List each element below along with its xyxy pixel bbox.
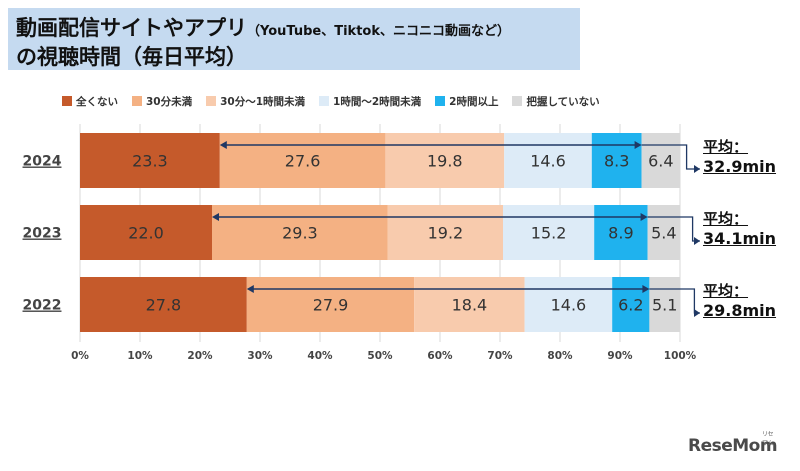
data-label: 15.2 — [531, 224, 567, 243]
legend-label: 30分～1時間未満 — [220, 95, 306, 108]
legend-item: 30分未満 — [132, 94, 192, 109]
average-connector-head — [694, 237, 700, 245]
bar-segment — [649, 277, 680, 332]
x-tick-label: 10% — [127, 350, 153, 362]
average-connector-head — [694, 165, 700, 173]
data-label: 14.6 — [551, 296, 587, 315]
legend-item: 1時間～2時間未満 — [319, 94, 421, 109]
bar-segment — [503, 205, 595, 260]
x-tick-label: 60% — [427, 350, 453, 362]
chart-title-line1: 動画配信サイトやアプリ（YouTube、Tiktok、ニコニコ動画など） — [16, 12, 510, 42]
x-tick-label: 0% — [71, 350, 89, 362]
average-connector — [641, 144, 700, 170]
bar-segment — [641, 133, 680, 188]
x-tick-label: 80% — [547, 350, 573, 362]
x-tick-label: 30% — [247, 350, 273, 362]
bar-segment — [385, 133, 505, 188]
legend-swatch — [62, 96, 72, 106]
legend-label: 把握していない — [526, 95, 600, 108]
range-arrow-head — [212, 213, 219, 221]
bar-segment — [591, 133, 642, 188]
x-tick-label: 50% — [367, 350, 393, 362]
legend-swatch — [512, 96, 523, 106]
legend-item: 把握していない — [512, 94, 600, 109]
range-arrow-head — [640, 213, 648, 221]
bar-segment — [647, 205, 680, 260]
data-label: 8.3 — [604, 152, 629, 171]
bar-segment — [80, 277, 247, 332]
data-label: 8.9 — [608, 224, 633, 243]
data-label: 22.0 — [128, 224, 164, 243]
bar-segment — [387, 205, 503, 260]
legend-swatch — [132, 96, 142, 106]
bar-segment — [80, 133, 220, 188]
range-arrow-head — [642, 285, 650, 293]
x-tick-label: 40% — [307, 350, 333, 362]
x-tick-label: 90% — [607, 350, 633, 362]
average-label: 平均： 29.8min — [703, 281, 776, 321]
chart-legend: 全くない 30分未満 30分～1時間未満 1時間～2時間未満 2時間以上 把握していない — [62, 93, 600, 109]
legend-swatch — [319, 96, 330, 106]
data-label: 14.6 — [530, 152, 566, 171]
range-arrow-head — [246, 285, 254, 293]
data-label: 6.4 — [648, 152, 673, 171]
average-label-text: 平均： — [703, 210, 749, 228]
average-label: 平均： 34.1min — [703, 209, 776, 249]
x-tick-label: 100% — [664, 350, 697, 362]
range-arrow-head — [219, 141, 227, 149]
title-subtitle: （YouTube、Tiktok、ニコニコ動画など） — [247, 24, 510, 39]
bar-segment — [246, 277, 415, 332]
range-arrow-head — [634, 141, 642, 149]
data-label: 23.3 — [132, 152, 168, 171]
legend-item: 2時間以上 — [435, 94, 498, 109]
title-main: 動画配信サイトやアプリ — [16, 16, 247, 40]
legend-item: 30分～1時間未満 — [206, 94, 305, 109]
data-label: 27.6 — [285, 152, 321, 171]
category-label: 2022 — [23, 298, 62, 314]
resemom-logo: ReseMom リセマム — [688, 431, 778, 456]
legend-item: 全くない — [62, 94, 118, 109]
legend-swatch — [435, 96, 446, 106]
legend-label: 2時間以上 — [449, 95, 499, 108]
bar-segment — [212, 205, 388, 260]
average-connector-head — [694, 309, 700, 317]
legend-label: 30分未満 — [146, 95, 193, 108]
average-value: 32.9min — [703, 157, 777, 176]
data-label: 18.4 — [452, 296, 488, 315]
legend-swatch — [206, 96, 217, 106]
x-tick-label: 70% — [487, 350, 513, 362]
x-tick-label: 20% — [187, 350, 213, 362]
average-value: 29.8min — [703, 301, 777, 320]
data-label: 27.8 — [146, 296, 182, 315]
title-banner: 動画配信サイトやアプリ（YouTube、Tiktok、ニコニコ動画など） の視聴… — [8, 8, 580, 70]
average-label: 平均： 32.9min — [703, 137, 776, 177]
average-label-text: 平均： — [703, 138, 749, 156]
data-label: 29.3 — [282, 224, 318, 243]
legend-label: 全くない — [76, 95, 118, 108]
bar-segment — [504, 133, 592, 188]
category-label: 2023 — [23, 226, 62, 242]
data-label: 5.1 — [652, 296, 677, 315]
data-label: 6.2 — [618, 296, 643, 315]
bar-segment — [80, 205, 212, 260]
bar-segment — [524, 277, 613, 332]
data-label: 5.4 — [651, 224, 676, 243]
bar-segment — [219, 133, 386, 188]
data-label: 19.2 — [428, 224, 464, 243]
average-value: 34.1min — [703, 229, 777, 248]
data-label: 19.8 — [427, 152, 463, 171]
legend-label: 1時間～2時間未満 — [333, 95, 422, 108]
category-label: 2024 — [23, 154, 62, 170]
bar-segment — [594, 205, 648, 260]
bar-segment — [414, 277, 525, 332]
data-label: 27.9 — [313, 296, 349, 315]
average-label-text: 平均： — [703, 282, 749, 300]
chart-title-line2: の視聴時間（毎日平均） — [16, 45, 247, 69]
